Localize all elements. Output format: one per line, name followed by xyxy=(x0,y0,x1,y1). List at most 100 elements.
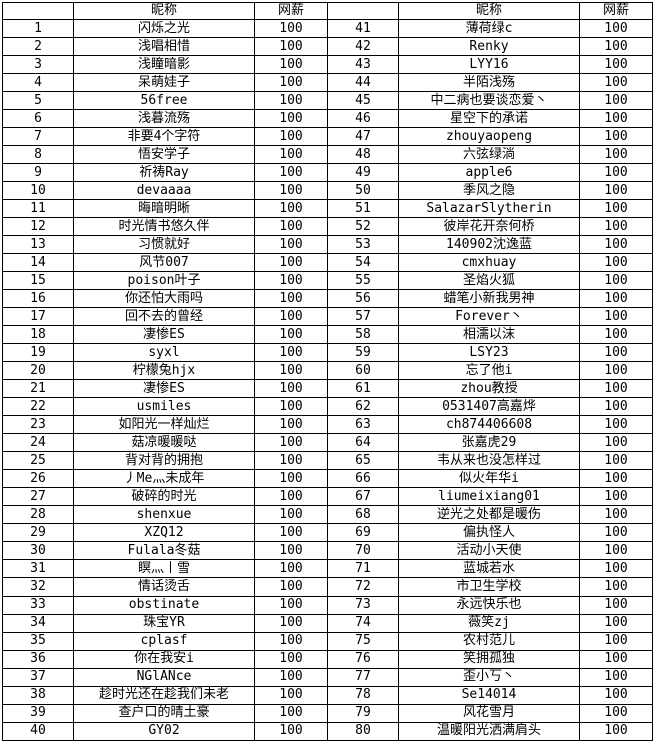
nickname-cell-right[interactable]: 温暖阳光洒满肩头 xyxy=(398,721,580,742)
salary-cell-right[interactable]: 100 xyxy=(579,595,653,615)
salary-cell-right[interactable]: 100 xyxy=(579,145,653,165)
nickname-cell-left[interactable]: usmiles xyxy=(73,397,255,417)
row-number-cell-right[interactable]: 70 xyxy=(327,541,399,561)
salary-cell-right[interactable]: 100 xyxy=(579,217,653,237)
salary-cell-left[interactable]: 100 xyxy=(254,37,328,57)
salary-cell-left[interactable]: 100 xyxy=(254,541,328,561)
row-number-cell-left[interactable]: 39 xyxy=(2,703,74,723)
nickname-cell-left[interactable]: 你还怕大雨吗 xyxy=(73,289,255,309)
row-number-cell-right[interactable]: 71 xyxy=(327,559,399,579)
nickname-cell-left[interactable]: 趁时光还在趁我们未老 xyxy=(73,685,255,705)
nickname-cell-left[interactable]: 丿Me灬未成年 xyxy=(73,469,255,489)
row-number-cell-right[interactable]: 45 xyxy=(327,91,399,111)
nickname-cell-left[interactable]: 菇凉暖暖哒 xyxy=(73,433,255,453)
row-number-cell-right[interactable]: 72 xyxy=(327,577,399,597)
nickname-cell-right[interactable]: 偏执怪人 xyxy=(398,523,580,543)
row-number-cell-left[interactable]: 3 xyxy=(2,55,74,75)
salary-cell-right[interactable]: 100 xyxy=(579,559,653,579)
salary-cell-right[interactable]: 100 xyxy=(579,451,653,471)
row-number-cell-right[interactable]: 60 xyxy=(327,361,399,381)
row-number-cell-right[interactable]: 56 xyxy=(327,289,399,309)
row-number-cell-right[interactable]: 51 xyxy=(327,199,399,219)
row-number-cell-left[interactable]: 7 xyxy=(2,127,74,147)
salary-cell-left[interactable]: 100 xyxy=(254,685,328,705)
salary-cell-right[interactable]: 100 xyxy=(579,289,653,309)
row-number-cell-left[interactable]: 18 xyxy=(2,325,74,345)
salary-cell-right[interactable]: 100 xyxy=(579,631,653,651)
nickname-cell-right[interactable]: 永远快乐也 xyxy=(398,595,580,615)
row-number-cell-left[interactable]: 34 xyxy=(2,613,74,633)
nickname-cell-right[interactable]: Se14014 xyxy=(398,685,580,705)
nickname-cell-right[interactable]: apple6 xyxy=(398,163,580,183)
row-number-cell-left[interactable]: 17 xyxy=(2,307,74,327)
nickname-cell-left[interactable]: XZQ12 xyxy=(73,523,255,543)
nickname-cell-left[interactable]: 呆萌娃子 xyxy=(73,73,255,93)
nickname-cell-left[interactable]: 时光情书悠久伴 xyxy=(73,217,255,237)
row-number-cell-right[interactable]: 67 xyxy=(327,487,399,507)
nickname-cell-left[interactable]: 瞑灬丨雪 xyxy=(73,559,255,579)
salary-cell-left[interactable]: 100 xyxy=(254,505,328,525)
nickname-cell-right[interactable]: LSY23 xyxy=(398,343,580,363)
nickname-cell-right[interactable]: 风花雪月 xyxy=(398,703,580,723)
row-number-cell-right[interactable]: 47 xyxy=(327,127,399,147)
salary-cell-right[interactable]: 100 xyxy=(579,667,653,687)
salary-cell-right[interactable]: 100 xyxy=(579,685,653,705)
nickname-cell-left[interactable]: 柠檬兔hjx xyxy=(73,361,255,381)
nickname-cell-left[interactable]: 查户口的晴土豪 xyxy=(73,703,255,723)
row-number-cell-right[interactable]: 74 xyxy=(327,613,399,633)
nickname-cell-left[interactable]: 祈祷Ray xyxy=(73,163,255,183)
salary-cell-right[interactable]: 100 xyxy=(579,343,653,363)
nickname-cell-left[interactable]: 你在我安i xyxy=(73,649,255,669)
salary-cell-right[interactable]: 100 xyxy=(579,163,653,183)
row-number-cell-left[interactable]: 21 xyxy=(2,379,74,399)
nickname-cell-left[interactable]: 晦暗明晰 xyxy=(73,199,255,219)
row-number-cell-right[interactable]: 43 xyxy=(327,55,399,75)
row-number-cell-left[interactable]: 29 xyxy=(2,523,74,543)
nickname-cell-left[interactable]: 悟安学子 xyxy=(73,145,255,165)
nickname-cell-left[interactable]: GY02 xyxy=(73,721,255,742)
nickname-cell-left[interactable]: 风节007 xyxy=(73,253,255,273)
nickname-cell-right[interactable]: 薇笑zj xyxy=(398,613,580,633)
row-number-cell-right[interactable]: 44 xyxy=(327,73,399,93)
row-number-cell-left[interactable]: 16 xyxy=(2,289,74,309)
salary-cell-left[interactable]: 100 xyxy=(254,217,328,237)
row-number-cell-left[interactable]: 40 xyxy=(2,721,74,742)
salary-cell-left[interactable]: 100 xyxy=(254,469,328,489)
row-number-cell-right[interactable]: 59 xyxy=(327,343,399,363)
salary-cell-left[interactable]: 100 xyxy=(254,613,328,633)
row-number-cell-right[interactable]: 61 xyxy=(327,379,399,399)
row-number-cell-right[interactable]: 76 xyxy=(327,649,399,669)
row-number-cell-right[interactable]: 58 xyxy=(327,325,399,345)
nickname-cell-right[interactable]: 似火年华i xyxy=(398,469,580,489)
row-number-cell-left[interactable]: 27 xyxy=(2,487,74,507)
salary-cell-right[interactable]: 100 xyxy=(579,253,653,273)
salary-cell-left[interactable]: 100 xyxy=(254,559,328,579)
row-number-cell-left[interactable]: 11 xyxy=(2,199,74,219)
nickname-cell-left[interactable]: syxl xyxy=(73,343,255,363)
nickname-cell-left[interactable]: 浅瞳暗影 xyxy=(73,55,255,75)
salary-cell-right[interactable]: 100 xyxy=(579,127,653,147)
nickname-cell-right[interactable]: 忘了他i xyxy=(398,361,580,381)
salary-cell-right[interactable]: 100 xyxy=(579,541,653,561)
nickname-cell-left[interactable]: 珠宝YR xyxy=(73,613,255,633)
row-number-cell-left[interactable]: 12 xyxy=(2,217,74,237)
salary-cell-left[interactable]: 100 xyxy=(254,145,328,165)
salary-cell-right[interactable]: 100 xyxy=(579,397,653,417)
row-number-cell-left[interactable]: 9 xyxy=(2,163,74,183)
nickname-cell-right[interactable]: 歪小丂丶 xyxy=(398,667,580,687)
nickname-cell-left[interactable]: 闪烁之光 xyxy=(73,18,255,39)
salary-cell-right[interactable]: 100 xyxy=(579,379,653,399)
nickname-cell-right[interactable]: 薄荷绿c xyxy=(398,18,580,39)
row-number-cell-right[interactable]: 66 xyxy=(327,469,399,489)
row-number-cell-right[interactable]: 53 xyxy=(327,235,399,255)
nickname-cell-right[interactable]: 季风之隐 xyxy=(398,181,580,201)
salary-cell-left[interactable]: 100 xyxy=(254,523,328,543)
salary-cell-right[interactable]: 100 xyxy=(579,361,653,381)
row-number-cell-left[interactable]: 6 xyxy=(2,109,74,129)
nickname-cell-right[interactable]: liumeixiang01 xyxy=(398,487,580,507)
salary-cell-right[interactable]: 100 xyxy=(579,55,653,75)
nickname-cell-left[interactable]: 回不去的曾经 xyxy=(73,307,255,327)
nickname-cell-right[interactable]: 彼岸花开奈何桥 xyxy=(398,217,580,237)
salary-cell-left[interactable]: 100 xyxy=(254,361,328,381)
row-number-cell-left[interactable]: 33 xyxy=(2,595,74,615)
